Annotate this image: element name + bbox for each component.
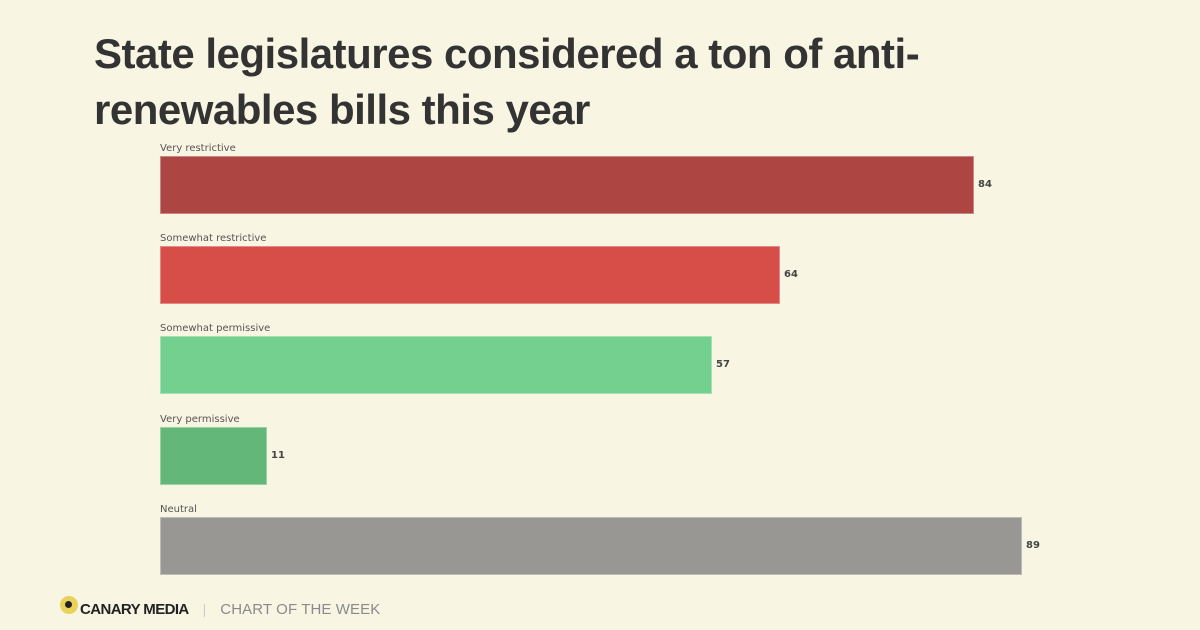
footer-separator: | [202, 601, 207, 617]
bar [160, 427, 267, 485]
bar-category-label: Somewhat permissive [160, 323, 271, 334]
bar-category-label: Very restrictive [160, 143, 236, 154]
bar [160, 336, 712, 394]
bar [160, 517, 1022, 575]
bar-value-label: 89 [1026, 540, 1040, 551]
bar [160, 156, 974, 214]
bar-category-label: Very permissive [160, 414, 240, 425]
bar-category-label: Somewhat restrictive [160, 233, 267, 244]
bar-category-label: Neutral [160, 504, 197, 515]
bar-value-label: 64 [784, 269, 798, 280]
section-label: CHART OF THE WEEK [220, 600, 381, 618]
bar-value-label: 57 [716, 359, 730, 370]
brand-name: CANARY MEDIA [80, 600, 189, 618]
bar [160, 246, 780, 304]
footer: CANARY MEDIA | CHART OF THE WEEK [60, 596, 380, 622]
bar-value-label: 84 [978, 179, 992, 190]
canary-logo-icon [60, 596, 78, 614]
bar-value-label: 11 [271, 450, 285, 461]
chart-title: State legislatures considered a ton of a… [94, 30, 920, 133]
